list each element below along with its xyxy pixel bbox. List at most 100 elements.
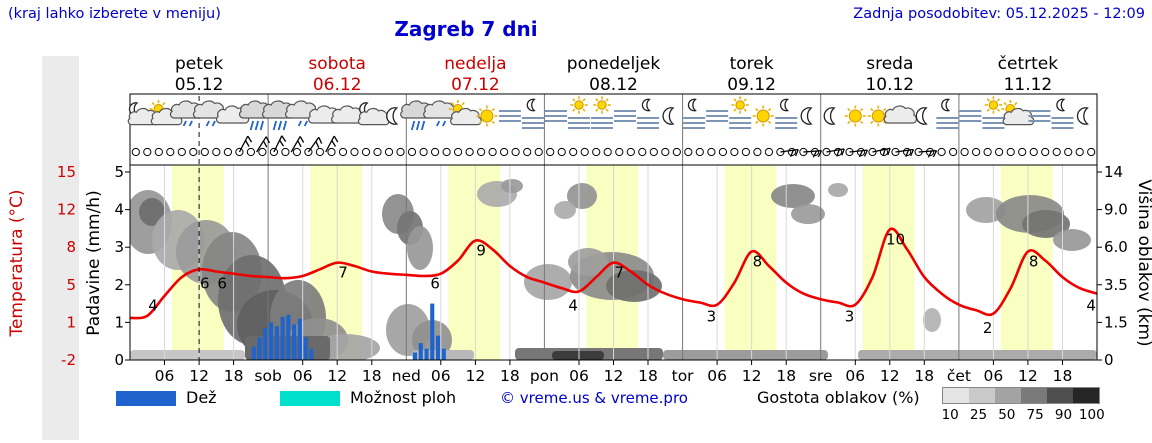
svg-text:07.12: 07.12 <box>451 75 500 95</box>
svg-text:7: 7 <box>615 264 625 282</box>
svg-text:06: 06 <box>431 367 451 385</box>
fog-icon <box>959 110 982 122</box>
svg-text:10: 10 <box>886 230 905 248</box>
svg-text:18: 18 <box>1053 367 1073 385</box>
svg-text:-2: -2 <box>61 351 76 369</box>
svg-text:15: 15 <box>57 163 76 181</box>
weather-icon-row <box>128 96 1087 131</box>
sun-icon <box>476 105 498 127</box>
fog-moon-icon <box>683 99 706 129</box>
svg-text:08.12: 08.12 <box>589 75 638 95</box>
precipitation-axis-title: Padavine (mm/h) <box>84 190 104 335</box>
fog-moon-icon <box>637 99 660 129</box>
svg-text:18: 18 <box>638 367 658 385</box>
svg-text:12: 12 <box>742 367 762 385</box>
svg-text:ned: ned <box>392 367 421 385</box>
svg-text:nedelja: nedelja <box>444 54 506 74</box>
svg-text:18: 18 <box>500 367 520 385</box>
svg-text:petek: petek <box>175 54 223 74</box>
svg-text:0: 0 <box>1104 351 1114 369</box>
cloud-height-axis-ticks: 14 9.0 6.0 3.5 1.5 0 <box>1097 163 1128 369</box>
svg-text:14: 14 <box>1104 163 1123 181</box>
svg-text:12: 12 <box>1018 367 1038 385</box>
fog-icon <box>544 110 567 122</box>
fog-moon-icon <box>775 99 798 129</box>
svg-text:06: 06 <box>707 367 727 385</box>
svg-text:tor: tor <box>672 367 695 385</box>
sun-icon <box>752 105 774 127</box>
fog-icon <box>1028 110 1051 122</box>
svg-text:12: 12 <box>189 367 209 385</box>
fog-icon <box>614 110 637 122</box>
sun-cloud-icon <box>1001 100 1033 125</box>
sun-cloud-icon <box>448 100 481 125</box>
wind-symbols-row <box>131 135 1096 158</box>
x-axis: 06 12 18 sob 06 12 18 ned 06 12 18 pon 06 12 18 tor 06 12… <box>155 360 1073 385</box>
svg-text:9.0: 9.0 <box>1104 201 1128 219</box>
svg-text:1: 1 <box>66 313 76 331</box>
svg-text:5: 5 <box>114 163 124 181</box>
svg-text:4: 4 <box>148 297 158 315</box>
svg-text:4: 4 <box>1086 297 1096 315</box>
svg-text:09.12: 09.12 <box>727 75 776 95</box>
sun-icon <box>844 105 866 127</box>
svg-text:1: 1 <box>114 313 124 331</box>
svg-text:8: 8 <box>66 238 76 256</box>
fog-sun-icon <box>729 96 752 129</box>
moon-icon <box>387 108 397 124</box>
svg-text:0: 0 <box>114 351 124 369</box>
moon-cloud-icon <box>359 103 390 125</box>
moon-icon <box>801 108 811 124</box>
temperature-axis-title: Temperatura (°C) <box>7 189 27 337</box>
credit-link[interactable]: © vreme.us & vreme.pro <box>500 389 688 407</box>
cloud-icon <box>884 106 916 123</box>
svg-text:12: 12 <box>57 201 76 219</box>
svg-text:1.5: 1.5 <box>1104 313 1128 331</box>
svg-text:10.12: 10.12 <box>865 75 914 95</box>
svg-text:sobota: sobota <box>308 54 366 74</box>
location-hint: (kraj lahko izberete v meniju) <box>8 6 221 22</box>
svg-text:06: 06 <box>293 367 313 385</box>
svg-text:18: 18 <box>914 367 934 385</box>
svg-text:12: 12 <box>327 367 347 385</box>
fog-icon <box>706 110 729 122</box>
fog-moon-icon <box>936 99 959 129</box>
moon-icon <box>824 108 834 124</box>
svg-text:pon: pon <box>530 367 559 385</box>
svg-text:9: 9 <box>476 241 486 259</box>
svg-text:5: 5 <box>66 276 76 294</box>
cloud-height-axis-title: Višina oblakov (km) <box>1134 179 1152 346</box>
fog-sun-icon <box>982 96 1005 129</box>
left-axis-strip <box>42 56 79 440</box>
svg-text:6: 6 <box>430 275 440 293</box>
moon-icon <box>663 108 673 124</box>
svg-text:4: 4 <box>568 297 578 315</box>
svg-text:3: 3 <box>707 308 717 326</box>
svg-text:četrtek: četrtek <box>998 54 1059 74</box>
temperature-axis-ticks: 15 12 8 5 1 -2 <box>57 163 76 369</box>
svg-text:06.12: 06.12 <box>313 75 362 95</box>
fog-icon <box>498 110 521 122</box>
temperature-curve <box>130 227 1097 320</box>
svg-text:3: 3 <box>114 238 124 256</box>
svg-text:18: 18 <box>362 367 382 385</box>
svg-text:2: 2 <box>114 276 124 294</box>
svg-text:6: 6 <box>200 275 210 293</box>
svg-text:6.0: 6.0 <box>1104 238 1128 256</box>
svg-text:3.5: 3.5 <box>1104 276 1128 294</box>
svg-text:3: 3 <box>845 308 855 326</box>
svg-text:06: 06 <box>845 367 865 385</box>
svg-text:06: 06 <box>155 367 175 385</box>
precipitation-axis-ticks: 5 4 3 2 1 0 <box>114 163 130 369</box>
moon-icon <box>1077 108 1087 124</box>
svg-text:18: 18 <box>224 367 244 385</box>
svg-text:sreda: sreda <box>866 54 913 74</box>
svg-text:06: 06 <box>569 367 589 385</box>
last-update-timestamp: Zadnja posodobitev: 05.12.2025 - 12:09 <box>853 6 1145 22</box>
svg-text:12: 12 <box>466 367 486 385</box>
svg-text:06: 06 <box>984 367 1004 385</box>
